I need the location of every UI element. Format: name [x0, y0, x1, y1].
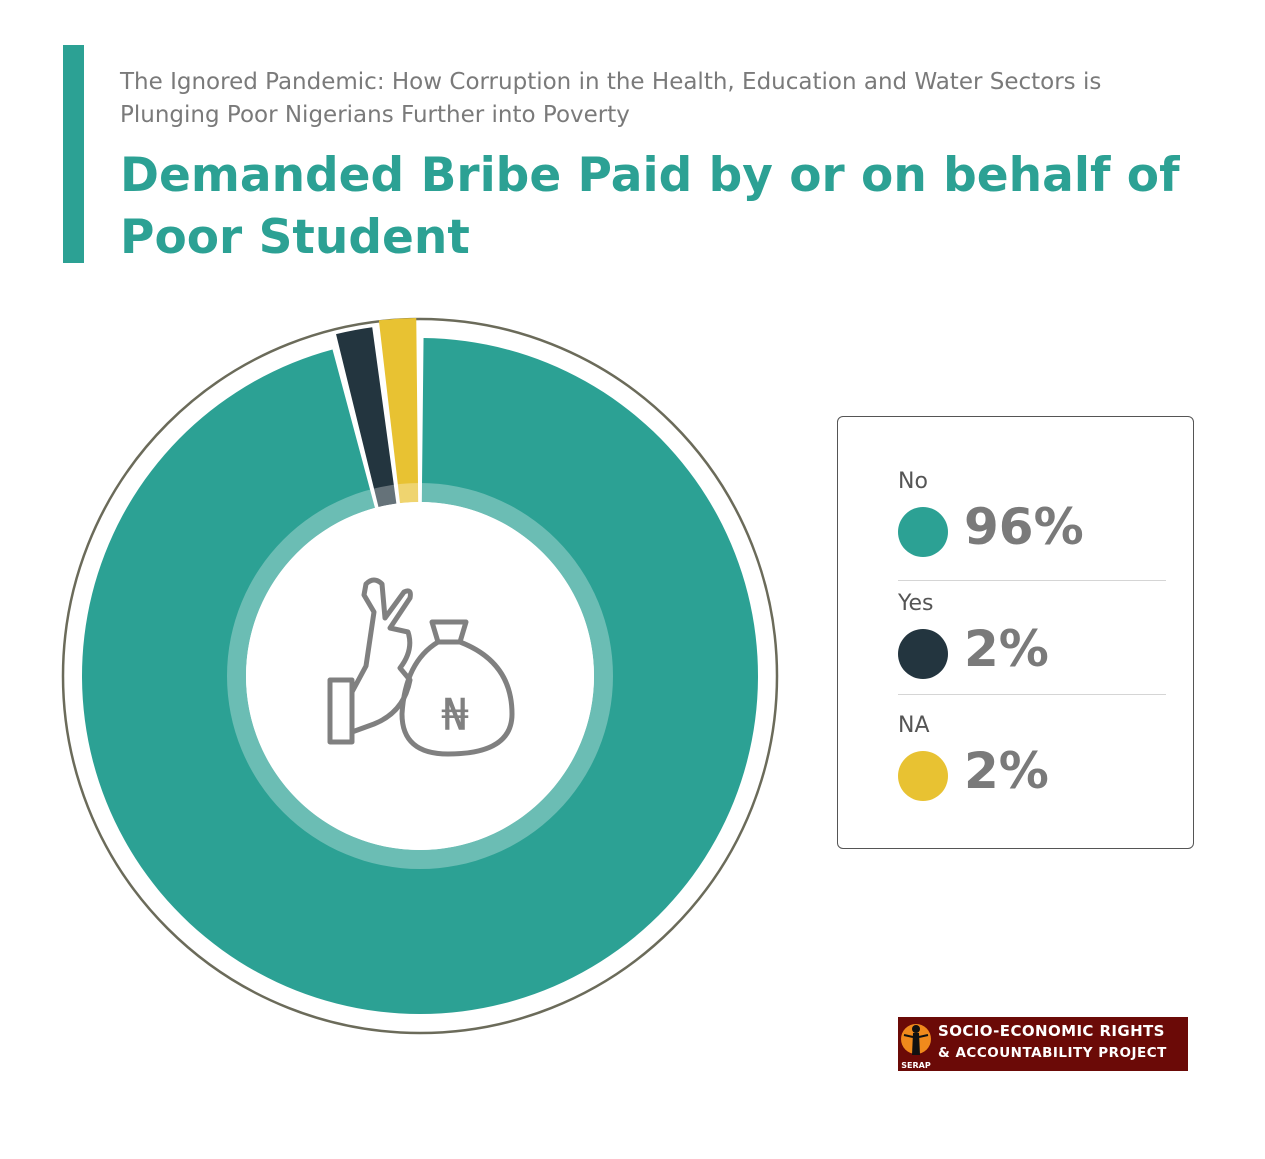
legend-dot-na: [898, 751, 948, 801]
slice-yes: [336, 327, 397, 508]
page-title: Demanded Bribe Paid by or on behalf of P…: [120, 148, 1180, 265]
donut-outer-ring: [61, 317, 779, 1035]
legend-value-na: 2%: [964, 742, 1049, 800]
slice-na: [378, 318, 419, 504]
naira-symbol: ₦: [441, 690, 469, 741]
serap-logo: SERAP SOCIO-ECONOMIC RIGHTS & ACCOUNTABI…: [898, 1017, 1188, 1071]
serap-emblem-icon: SERAP: [901, 1024, 931, 1070]
legend-box: No 96% Yes 2% NA 2%: [837, 416, 1194, 849]
legend-label-na: NA: [898, 713, 930, 738]
page-subtitle: The Ignored Pandemic: How Corruption in …: [120, 69, 1102, 128]
hand-refusing-money-bag-icon: ₦: [327, 577, 515, 757]
logo-line2: & ACCOUNTABILITY PROJECT: [938, 1045, 1167, 1061]
legend-label-yes: Yes: [898, 591, 934, 616]
legend-value-no: 96%: [964, 498, 1084, 556]
donut-hole: [246, 502, 594, 850]
accent-bar: [63, 45, 84, 263]
legend-dot-yes: [898, 629, 948, 679]
donut-slices: [82, 318, 759, 1014]
legend-label-no: No: [898, 469, 928, 494]
legend-divider: [898, 580, 1166, 581]
legend-value-yes: 2%: [964, 620, 1049, 678]
serap-abbr: SERAP: [901, 1061, 931, 1070]
slice-no: [82, 338, 759, 1014]
logo-line1: SOCIO-ECONOMIC RIGHTS: [938, 1022, 1165, 1040]
legend-dot-no: [898, 507, 948, 557]
legend-divider: [898, 694, 1166, 695]
